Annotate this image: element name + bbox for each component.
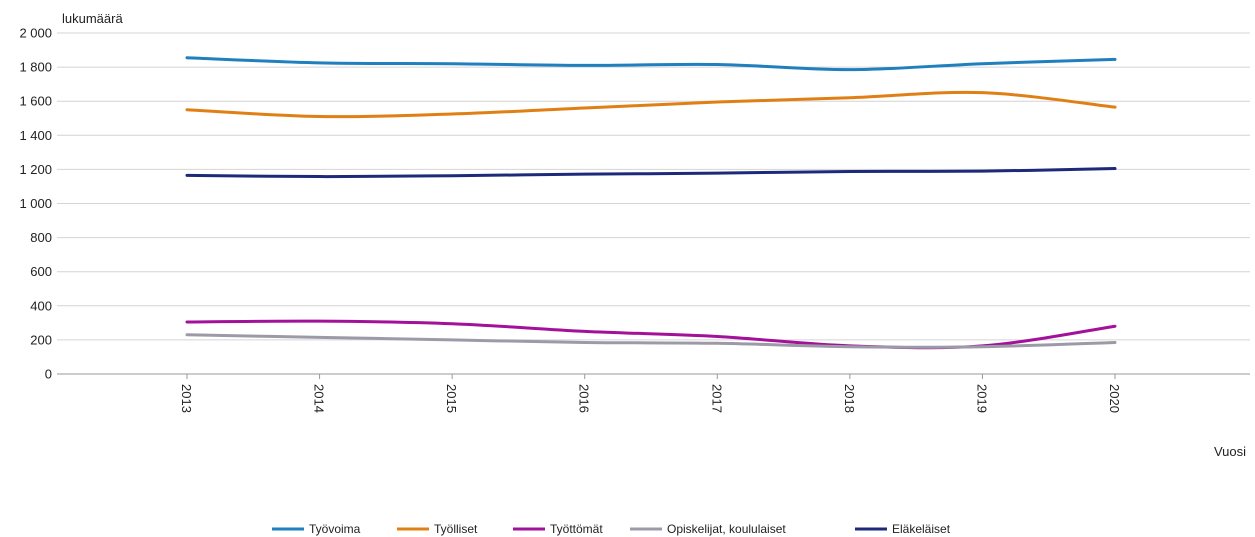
x-tick-label: 2015 — [444, 384, 459, 413]
x-tick-label: 2018 — [842, 384, 857, 413]
series-line — [185, 333, 1117, 349]
y-tick-label: 1 800 — [19, 60, 52, 75]
x-tick-label: 2014 — [312, 384, 327, 413]
legend-label: Työlliset — [434, 522, 478, 536]
y-axis-title: lukumäärä — [62, 11, 123, 26]
legend-label: Opiskelijat, koululaiset — [667, 522, 786, 536]
series-line — [185, 90, 1117, 119]
x-tick-label: 2020 — [1107, 384, 1122, 413]
y-tick-label: 200 — [30, 332, 52, 347]
series-lines — [185, 56, 1117, 350]
y-tick-label: 1 200 — [19, 162, 52, 177]
x-tick-label: 2017 — [709, 384, 724, 413]
series-line — [185, 167, 1117, 179]
x-axis-ticks: 2013 2014 2015 2016 2017 2018 2019 2020 — [179, 374, 1122, 413]
y-tick-label: 400 — [30, 298, 52, 313]
y-tick-label: 600 — [30, 264, 52, 279]
y-tick-label: 1 400 — [19, 128, 52, 143]
legend-item: Työvoima — [272, 522, 361, 536]
y-tick-label: 1 000 — [19, 196, 52, 211]
y-tick-label: 800 — [30, 230, 52, 245]
x-tick-label: 2013 — [179, 384, 194, 413]
legend-label: Työvoima — [309, 522, 361, 536]
y-tick-label: 1 600 — [19, 94, 52, 109]
legend-item: Työlliset — [397, 522, 478, 536]
legend-item: Eläkeläiset — [855, 522, 951, 536]
y-axis-ticks: 0 200 400 600 800 1 000 1 200 1 400 1 600 1 800 2 … — [19, 26, 52, 382]
y-tick-label: 0 — [45, 367, 52, 382]
legend-label: Eläkeläiset — [892, 522, 951, 536]
series-line — [185, 56, 1117, 72]
legend-item: Opiskelijat, koululaiset — [630, 522, 786, 536]
grid-lines — [57, 32, 1250, 375]
x-tick-label: 2019 — [974, 384, 989, 413]
x-tick-label: 2016 — [577, 384, 592, 413]
legend-item: Työttömät — [513, 522, 603, 536]
legend-label: Työttömät — [550, 522, 603, 536]
legend: Työvoima Työlliset Työttömät Opiskelijat, k… — [272, 522, 951, 536]
x-axis-title: Vuosi — [1214, 444, 1246, 459]
y-tick-label: 2 000 — [19, 26, 52, 41]
